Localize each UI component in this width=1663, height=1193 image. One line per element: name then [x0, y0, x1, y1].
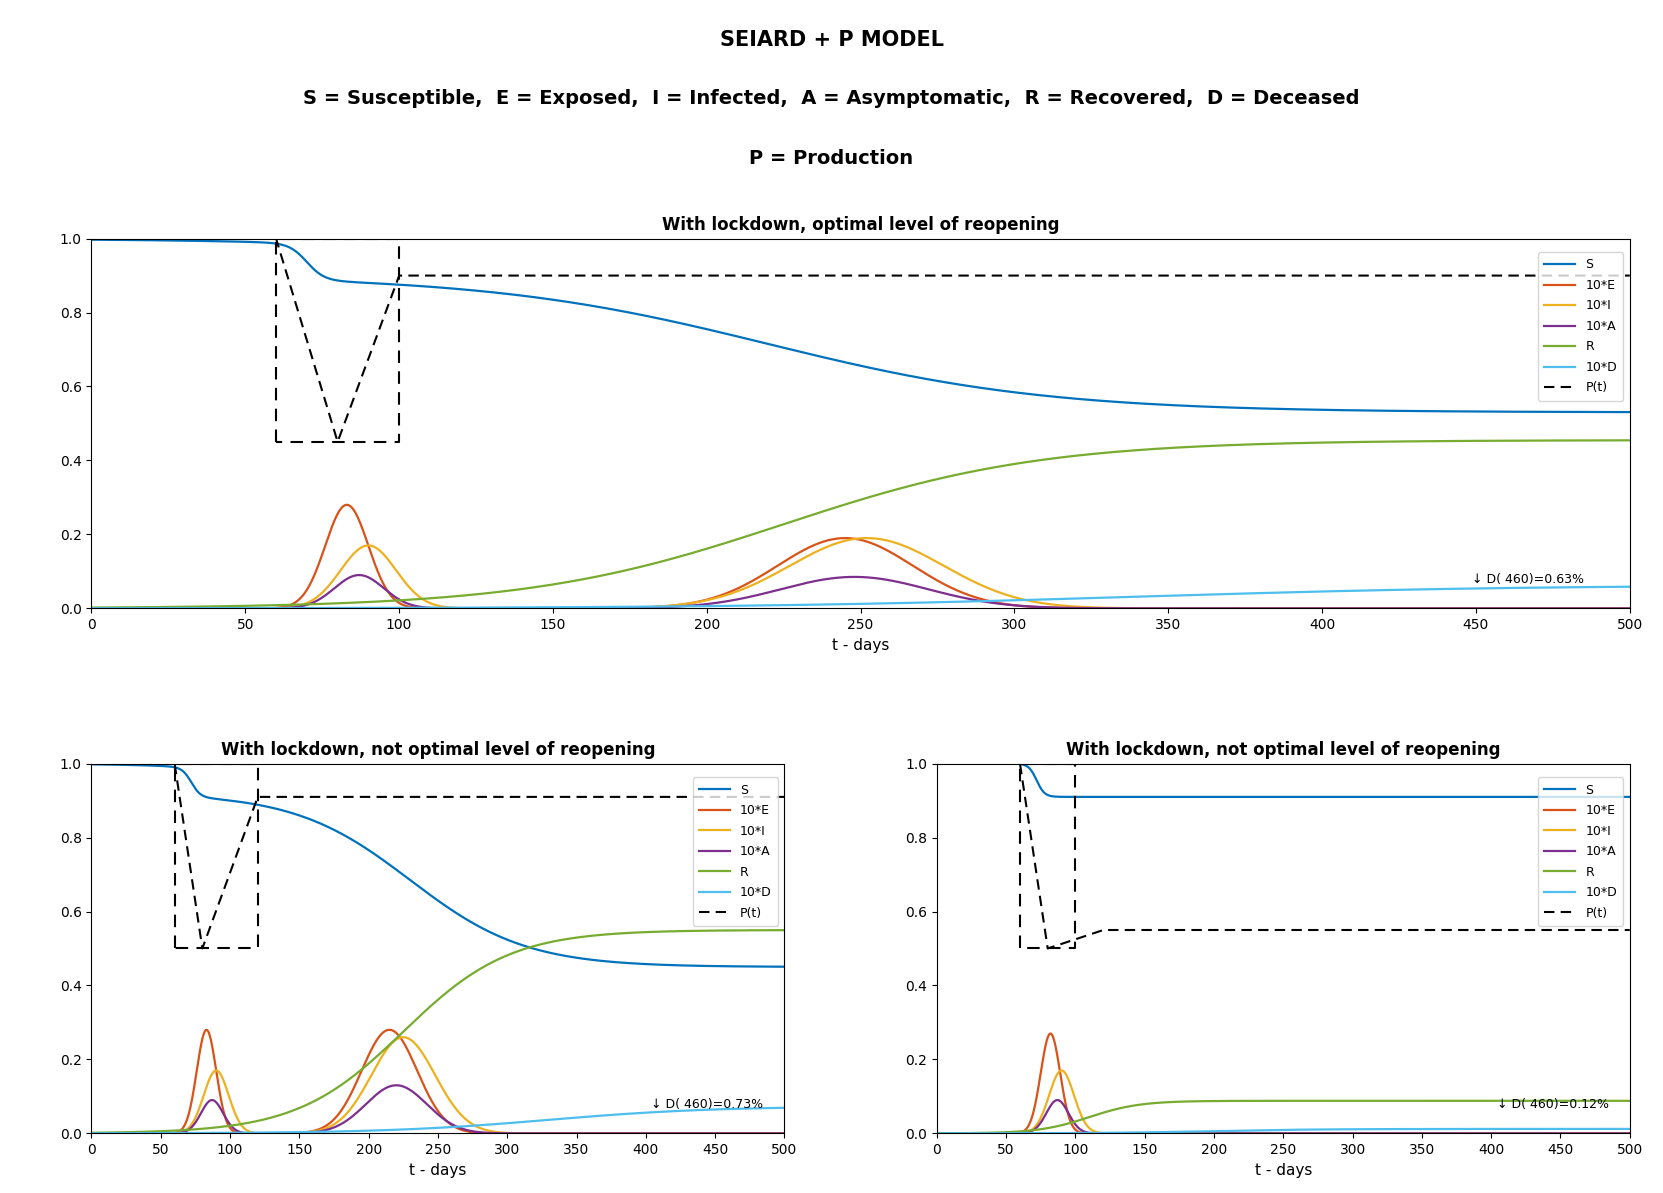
- Text: S = Susceptible,  E = Exposed,  I = Infected,  A = Asymptomatic,  R = Recovered,: S = Susceptible, E = Exposed, I = Infect…: [303, 89, 1360, 109]
- Legend: S, 10*E, 10*I, 10*A, R, 10*D, P(t): S, 10*E, 10*I, 10*A, R, 10*D, P(t): [1538, 778, 1623, 926]
- X-axis label: t - days: t - days: [1254, 1163, 1312, 1177]
- Text: ↓ D( 460)=0.73%: ↓ D( 460)=0.73%: [652, 1099, 763, 1111]
- Text: ↓ D( 460)=0.63%: ↓ D( 460)=0.63%: [1472, 573, 1583, 586]
- Title: With lockdown, not optimal level of reopening: With lockdown, not optimal level of reop…: [221, 741, 655, 759]
- Legend: S, 10*E, 10*I, 10*A, R, 10*D, P(t): S, 10*E, 10*I, 10*A, R, 10*D, P(t): [1538, 252, 1623, 401]
- Title: With lockdown, not optimal level of reopening: With lockdown, not optimal level of reop…: [1066, 741, 1500, 759]
- Title: With lockdown, optimal level of reopening: With lockdown, optimal level of reopenin…: [662, 216, 1059, 234]
- X-axis label: t - days: t - days: [832, 637, 890, 653]
- X-axis label: t - days: t - days: [409, 1163, 467, 1177]
- Text: P = Production: P = Production: [750, 149, 913, 168]
- Text: SEIARD + P MODEL: SEIARD + P MODEL: [720, 30, 943, 50]
- Text: ↓ D( 460)=0.12%: ↓ D( 460)=0.12%: [1497, 1099, 1608, 1111]
- Legend: S, 10*E, 10*I, 10*A, R, 10*D, P(t): S, 10*E, 10*I, 10*A, R, 10*D, P(t): [692, 778, 778, 926]
